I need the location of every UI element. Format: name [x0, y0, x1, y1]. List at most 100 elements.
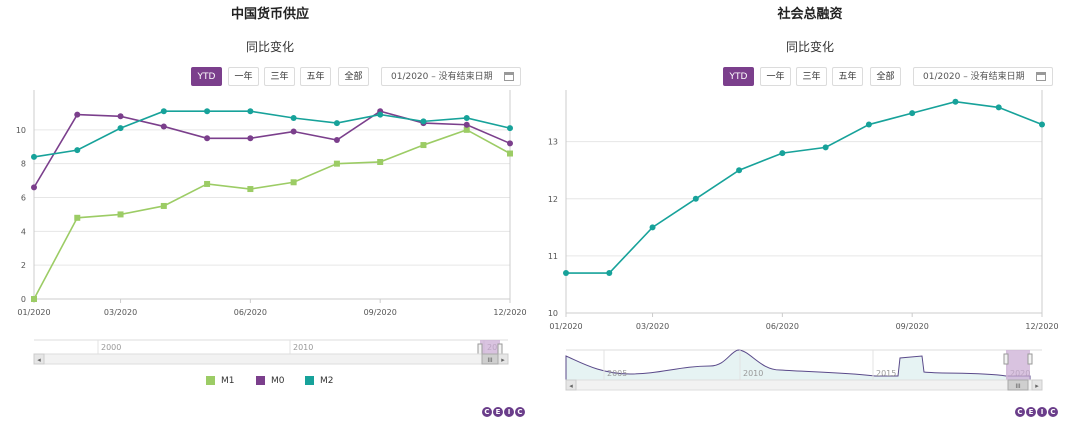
range-5y-button[interactable]: 五年	[300, 67, 331, 86]
data-point	[377, 111, 384, 118]
navigator-label: 2015	[876, 369, 896, 378]
y-tick-label: 0	[21, 295, 26, 304]
date-range-input[interactable]: 01/2020 – 没有结束日期	[913, 67, 1053, 86]
scroll-right-icon: ▸	[1035, 382, 1039, 390]
x-tick-label: 12/2020	[1025, 322, 1058, 331]
scrollbar-thumb	[1007, 379, 1029, 391]
data-point	[290, 179, 297, 186]
range-ytd-button[interactable]: YTD	[723, 67, 754, 86]
scroll-left-icon: ◂	[569, 382, 573, 390]
chart-subtitle: 同比变化	[785, 40, 834, 54]
y-tick-label: 6	[21, 194, 26, 203]
data-point	[247, 186, 254, 193]
range-5y-button[interactable]: 五年	[832, 67, 863, 86]
total-financing-panel: 社会总融资 同比变化 YTD 一年 三年 五年 全部 01/2020 – 没有结…	[540, 0, 1080, 426]
date-range-input[interactable]: 01/2020 – 没有结束日期	[381, 67, 521, 86]
data-point	[463, 121, 470, 128]
data-point	[822, 144, 829, 151]
data-point	[952, 98, 959, 105]
money-supply-chart: 0 2 4 6 8 10 01/2020 03/2020 06/2020 09/2020 12/20…	[16, 90, 527, 365]
chart-subtitle: 同比变化	[245, 40, 294, 54]
scrollbar-left-button	[565, 379, 577, 391]
data-point	[204, 180, 211, 187]
range-all-button[interactable]: 全部	[870, 67, 901, 86]
scrollbar-grip: III	[487, 357, 493, 364]
scrollbar-grip: III	[1015, 383, 1021, 390]
data-point	[160, 123, 167, 130]
date-range-text: 01/2020 – 没有结束日期	[391, 72, 493, 82]
data-point	[333, 160, 340, 167]
legend-item-m1[interactable]: M1	[206, 376, 235, 386]
range-3y-button[interactable]: 三年	[264, 67, 295, 86]
data-point	[420, 142, 427, 149]
scroll-right-icon: ▸	[501, 356, 505, 364]
y-tick-label: 10	[16, 126, 26, 135]
y-tick-label: 12	[548, 195, 558, 204]
data-point	[117, 125, 124, 132]
legend-swatch-m0	[256, 376, 265, 385]
data-point	[247, 135, 254, 142]
scrollbar-right-button	[1031, 379, 1043, 391]
data-point	[117, 113, 124, 120]
data-point	[563, 270, 569, 277]
range-all-button[interactable]: 全部	[338, 67, 369, 86]
data-point	[377, 158, 384, 165]
data-point	[420, 118, 427, 125]
data-point	[507, 150, 513, 157]
legend-label-m0: M0	[271, 376, 285, 386]
chart-title: 社会总融资	[777, 7, 843, 22]
data-point	[74, 214, 81, 221]
data-point	[117, 211, 124, 218]
data-point	[779, 150, 786, 157]
x-tick-label: 12/2020	[493, 308, 526, 317]
data-point	[74, 147, 81, 154]
scroll-left-icon: ◂	[37, 356, 41, 364]
money-supply-panel: 中国货币供应 同比变化 YTD 一年 三年 五年 全部 01/2020 – 没有…	[16, 7, 527, 417]
legend-swatch-m1	[206, 376, 215, 385]
data-point	[909, 110, 916, 117]
data-point	[865, 121, 872, 128]
data-point	[333, 136, 340, 143]
data-point	[160, 202, 167, 209]
scrollbar-track	[565, 379, 1043, 391]
navigator-label: 2005	[607, 369, 627, 378]
data-point	[74, 111, 81, 118]
data-point	[204, 135, 211, 142]
data-point	[1039, 121, 1045, 128]
data-point	[463, 114, 470, 121]
legend-label-m1: M1	[221, 376, 235, 386]
x-tick-label: 01/2020	[17, 308, 50, 317]
total-financing-chart: 10 11 12 13 01/2020 03/2020 06/2020 09/2020 12/2…	[548, 90, 1059, 391]
calendar-icon[interactable]	[1036, 72, 1046, 81]
y-tick-label: 4	[21, 227, 26, 236]
navigator-handle-right	[1027, 353, 1033, 365]
navigator-selection	[1006, 350, 1030, 380]
series-line-m1	[33, 128, 511, 300]
range-1y-button[interactable]: 一年	[228, 67, 259, 86]
navigator-handle-right	[497, 343, 503, 355]
x-tick-label: 03/2020	[104, 308, 137, 317]
scrollbar-left-button	[33, 353, 45, 365]
x-tick-label: 09/2020	[364, 308, 397, 317]
legend-item-m0[interactable]: M0	[256, 376, 285, 386]
data-point	[507, 125, 513, 132]
legend-item-m2[interactable]: M2	[305, 376, 334, 386]
scrollbar-track	[33, 353, 509, 365]
range-ytd-button[interactable]: YTD	[191, 67, 222, 86]
navigator-series	[565, 349, 1031, 381]
navigator-selection	[480, 340, 500, 354]
series-line-main	[566, 100, 1043, 274]
data-point	[995, 104, 1002, 111]
navigator-label: 2010	[743, 369, 763, 378]
calendar-icon[interactable]	[504, 72, 514, 81]
y-tick-label: 8	[21, 160, 26, 169]
range-1y-button[interactable]: 一年	[760, 67, 791, 86]
data-point	[31, 296, 37, 302]
data-point	[649, 224, 656, 231]
data-point	[463, 126, 470, 133]
data-point	[290, 128, 297, 135]
y-tick-label: 11	[548, 252, 558, 261]
range-3y-button[interactable]: 三年	[796, 67, 827, 86]
data-point	[736, 167, 743, 174]
